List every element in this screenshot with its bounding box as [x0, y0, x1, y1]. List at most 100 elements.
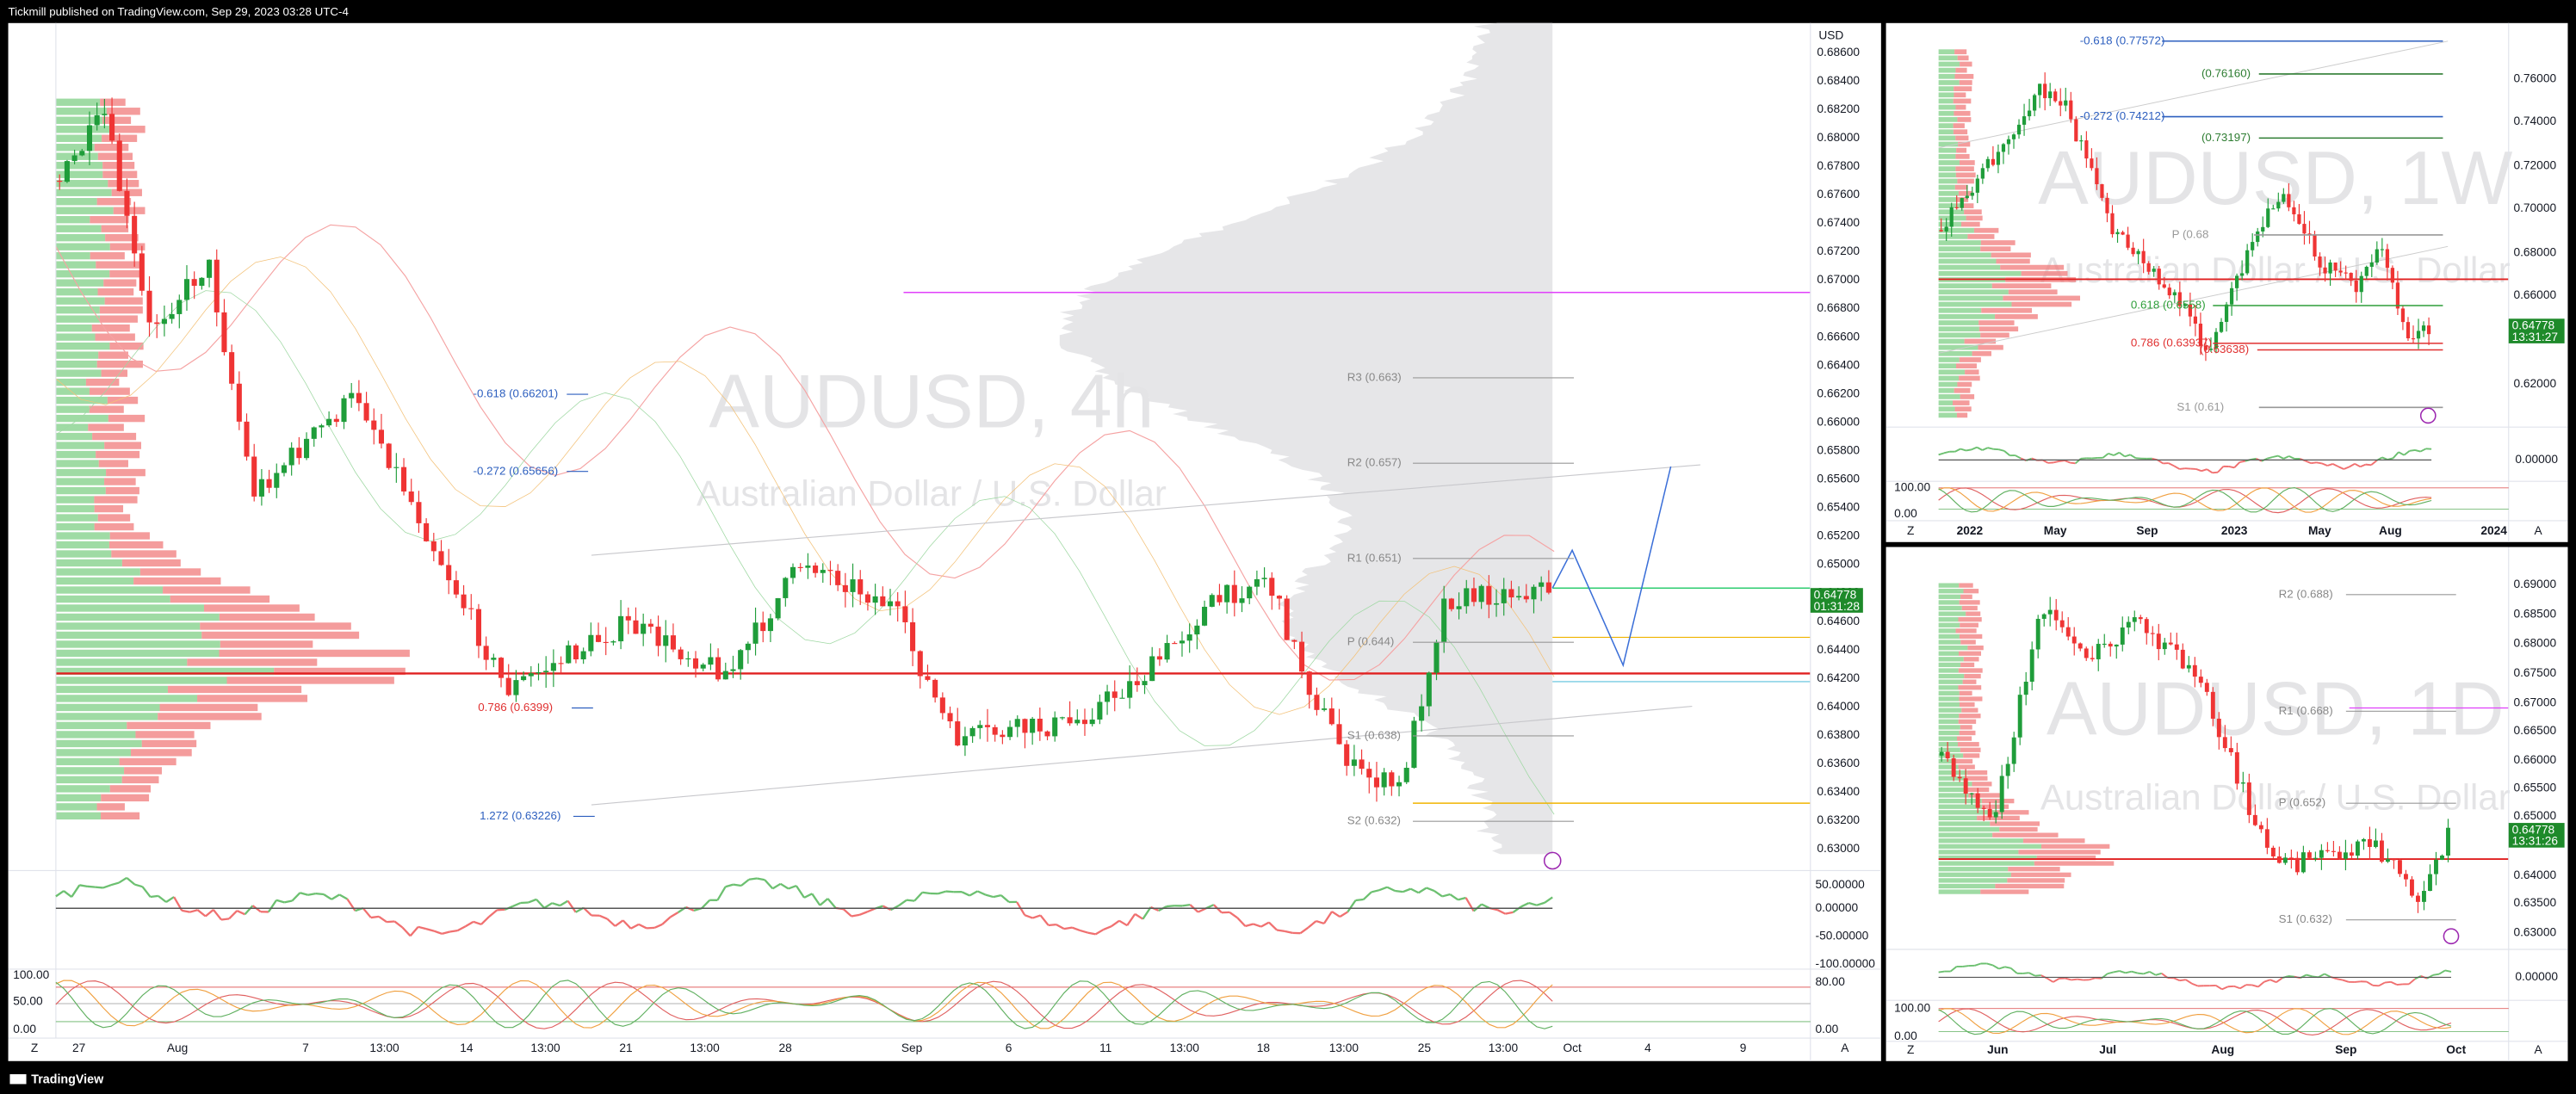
- z-button[interactable]: Z: [1907, 1043, 1914, 1056]
- candle-body: [969, 727, 975, 737]
- time-label: 2024: [2480, 524, 2507, 537]
- oscillator-segment: [63, 890, 72, 898]
- profile-down: [110, 126, 146, 133]
- candle-body: [775, 597, 781, 619]
- candle-body: [2416, 331, 2421, 339]
- candle-body: [2192, 664, 2197, 677]
- time-label: Aug: [2211, 1043, 2234, 1056]
- profile-down: [226, 677, 394, 684]
- profile-down: [2000, 264, 2065, 270]
- profile-down: [1964, 673, 1981, 679]
- profile-up: [55, 703, 160, 712]
- profile-down: [96, 360, 143, 368]
- profile-down: [94, 504, 124, 513]
- profile-down: [1960, 622, 1978, 627]
- countdown: 13:31:27: [2512, 331, 2558, 343]
- oscillator-segment: [425, 928, 435, 932]
- candle-body: [1949, 207, 1954, 227]
- profile-up: [1938, 679, 1963, 684]
- candle-body: [1945, 751, 1950, 759]
- price-label: 0.68500: [2513, 607, 2556, 620]
- oscillator-segment: [433, 930, 443, 935]
- profile-down: [121, 559, 181, 567]
- candle-body: [333, 418, 339, 423]
- profile-up: [1938, 611, 1966, 616]
- oscillator-segment: [362, 907, 372, 918]
- candle-body: [678, 649, 684, 659]
- profile-down: [2010, 872, 2071, 877]
- time-label: 21: [619, 1041, 632, 1054]
- profile-down: [119, 757, 176, 766]
- profile-down: [1956, 758, 1973, 764]
- candle-body: [1999, 776, 2004, 813]
- candle-body: [2367, 838, 2372, 847]
- oscillator-segment: [2195, 468, 2202, 473]
- profile-up: [55, 315, 100, 323]
- candle-body: [2240, 782, 2245, 784]
- profile-down: [1959, 375, 1980, 381]
- oscillator-segment: [2251, 984, 2259, 988]
- stochastic-line: [55, 980, 1553, 1029]
- profile-down: [163, 586, 251, 594]
- price-label: 0.66000: [2513, 288, 2556, 301]
- oscillator-segment: [1938, 452, 1945, 456]
- candle-body: [2216, 718, 2221, 738]
- oscillator-segment: [1071, 926, 1081, 932]
- fib-label: 0.786 (0.6399): [478, 701, 553, 714]
- profile-down: [109, 785, 151, 793]
- candle-body: [528, 673, 534, 677]
- z-button[interactable]: Z: [31, 1041, 38, 1054]
- candle-body: [2027, 110, 2032, 117]
- profile-up: [55, 757, 120, 766]
- candle-body: [536, 672, 542, 674]
- price-label: 0.64000: [2513, 868, 2556, 881]
- profile-up: [1938, 600, 1960, 605]
- oscillator-segment: [1986, 962, 1993, 967]
- candle-body: [2264, 829, 2269, 848]
- profile-up: [55, 251, 90, 260]
- oscillator-segment: [1245, 923, 1254, 928]
- candle-body: [424, 522, 430, 541]
- projection-path: [1551, 466, 1672, 668]
- profile-down: [1999, 826, 2038, 832]
- oscillator-segment: [2324, 973, 2331, 978]
- candle-body: [2354, 281, 2358, 293]
- oscillator-segment: [2143, 971, 2151, 975]
- candle-body: [1007, 726, 1013, 738]
- z-button[interactable]: Z: [1907, 524, 1914, 537]
- oscillator-segment: [102, 884, 112, 889]
- candle-body: [2282, 857, 2288, 863]
- profile-up: [1938, 104, 1956, 110]
- a-button[interactable]: A: [2535, 524, 2543, 537]
- profile-up: [1938, 753, 1964, 758]
- profile-up: [1938, 736, 1958, 741]
- candle-body: [2084, 140, 2089, 159]
- candle-body: [79, 151, 85, 156]
- profile-up: [1938, 844, 2042, 849]
- candle-body: [1097, 702, 1103, 720]
- price-tag-value: 0.64778: [2512, 318, 2555, 331]
- oscillator-segment: [283, 899, 293, 904]
- candle-body: [2344, 272, 2348, 274]
- candle-body: [513, 680, 519, 695]
- profile-down: [1958, 764, 1975, 770]
- oscillator-segment: [1236, 917, 1247, 927]
- candle-body: [1981, 807, 1986, 809]
- a-button[interactable]: A: [1841, 1041, 1849, 1054]
- price-label: 0.66500: [2513, 724, 2556, 737]
- profile-down: [2018, 850, 2101, 855]
- profile-up: [1938, 714, 1960, 719]
- a-button[interactable]: A: [2535, 1043, 2543, 1056]
- daily-pane: [1886, 547, 2568, 1061]
- oscillator-segment: [638, 923, 647, 930]
- candle-body: [191, 279, 197, 287]
- oscillator-segment: [1943, 450, 1950, 454]
- candle-body: [2297, 213, 2301, 225]
- candle-body: [2323, 267, 2327, 274]
- candle-body: [1284, 598, 1290, 640]
- oscillator-segment: [2034, 974, 2041, 977]
- profile-up: [1938, 696, 1960, 702]
- candle-body: [2157, 269, 2161, 285]
- profile-down: [1968, 793, 2003, 798]
